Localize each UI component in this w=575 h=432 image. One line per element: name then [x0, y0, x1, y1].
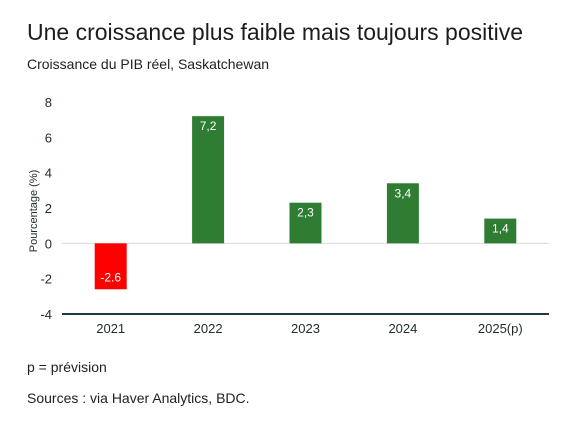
y-tick-label: 4	[45, 166, 52, 181]
source-note: Sources : via Haver Analytics, BDC.	[27, 390, 250, 406]
data-labels: -2.6 7,2 2,3 3,4 1,4	[100, 119, 509, 284]
bar-2022	[192, 116, 225, 244]
x-tick-label: 2025(p)	[478, 321, 523, 336]
bar-2021	[94, 243, 127, 290]
bar-chart: Pourcentage (%) -4 -2 0 2 4 6 8 -2.6 7,2 2,3 3,4 1…	[28, 95, 549, 336]
bar-value-label: 3,4	[395, 186, 412, 200]
x-tick-label: 2023	[291, 321, 320, 336]
y-axis-ticks: -4 -2 0 2 4 6 8	[40, 95, 52, 322]
x-tick-label: 2021	[96, 321, 125, 336]
y-tick-label: 0	[45, 236, 52, 251]
forecast-note: p = prévision	[27, 359, 107, 375]
bar-value-label: 1,4	[492, 222, 509, 236]
x-axis-ticks: 2021 2022 2023 2024 2025(p)	[96, 321, 522, 336]
bar-2025p	[484, 218, 517, 244]
y-tick-label: -2	[40, 272, 52, 287]
y-axis-title-group: Pourcentage (%)	[28, 170, 40, 253]
chart-subtitle: Croissance du PIB réel, Saskatchewan	[27, 56, 270, 72]
x-tick-label: 2022	[194, 321, 223, 336]
bar-2024	[386, 183, 419, 244]
y-tick-label: 8	[45, 95, 52, 110]
bar-value-label: 7,2	[200, 119, 217, 133]
x-tick-label: 2024	[388, 321, 417, 336]
bar-value-label: 2,3	[297, 206, 314, 220]
bar-2023	[289, 202, 322, 244]
y-axis-title: Pourcentage (%)	[28, 170, 40, 253]
bars	[94, 116, 517, 290]
chart-title: Une croissance plus faible mais toujours…	[27, 19, 524, 45]
y-tick-label: 6	[45, 130, 52, 145]
y-tick-label: -4	[40, 307, 52, 322]
y-tick-label: 2	[45, 201, 52, 216]
bar-value-label: -2.6	[100, 270, 121, 284]
